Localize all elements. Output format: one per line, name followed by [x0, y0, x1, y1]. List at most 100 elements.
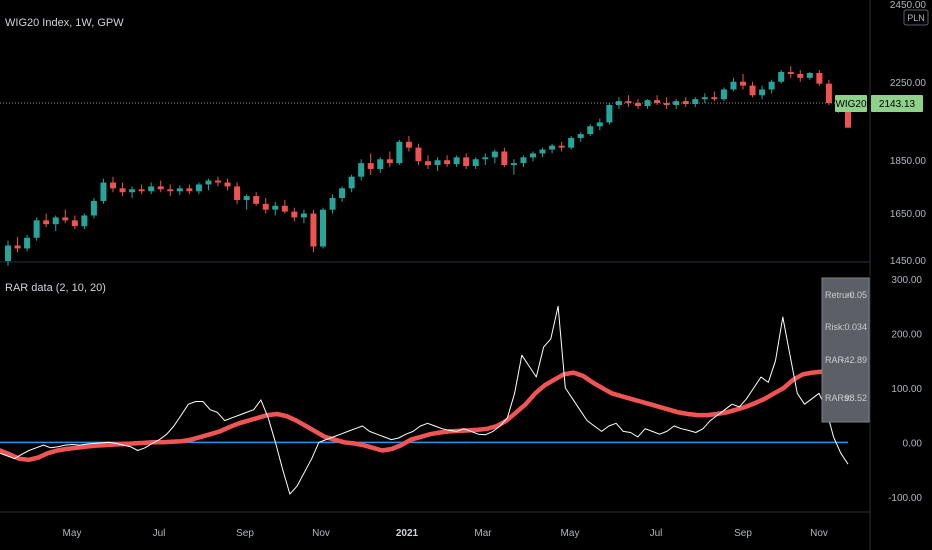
- candle-body: [434, 160, 441, 166]
- candle: [272, 201, 279, 216]
- candle-body: [272, 205, 279, 210]
- candle: [472, 157, 479, 169]
- candle: [157, 180, 164, 193]
- candle: [43, 213, 50, 228]
- candle: [463, 153, 470, 169]
- stats-table: Retrun:-0.05 Risk: 0.034 RAR:-42.89 RARs:98.…: [821, 277, 870, 423]
- candle: [167, 184, 174, 197]
- candle-body: [33, 220, 40, 238]
- candle-body: [186, 188, 193, 192]
- candle: [52, 215, 59, 231]
- candle-body: [90, 200, 97, 216]
- candle-body: [62, 217, 69, 221]
- candle-body: [596, 122, 603, 127]
- time-tick-label: 2021: [396, 528, 419, 539]
- candle: [195, 182, 202, 195]
- price-tick-label: 2450.00: [890, 0, 927, 11]
- candle: [749, 81, 756, 98]
- candle-body: [635, 103, 641, 106]
- candle: [300, 209, 307, 224]
- candle: [148, 182, 155, 195]
- candle: [787, 66, 794, 78]
- candle-body: [701, 97, 708, 100]
- last-price-value: 2143.13: [879, 99, 916, 110]
- candle-body: [654, 100, 661, 104]
- indicator-tick-label: -100.00: [888, 493, 922, 504]
- candle: [549, 143, 556, 154]
- candle-body: [530, 153, 536, 158]
- candle: [415, 143, 422, 166]
- candle: [816, 70, 823, 86]
- candle-body: [339, 188, 346, 199]
- candle: [711, 91, 718, 102]
- candle-body: [482, 157, 489, 160]
- indicator-tick-label: 200.00: [891, 329, 922, 340]
- candle: [453, 155, 460, 168]
- stats-row-value: -42.89: [841, 355, 867, 365]
- indicator-title: RAR data (2, 10, 20): [5, 282, 106, 294]
- price-tick-label: 1850.00: [890, 156, 927, 167]
- candle: [730, 77, 737, 92]
- candle: [635, 99, 641, 109]
- indicator-group: [0, 305, 849, 495]
- candle-body: [730, 81, 737, 90]
- candle: [348, 174, 355, 193]
- candle: [186, 184, 193, 195]
- rar-line: [0, 305, 849, 495]
- candle: [14, 236, 21, 253]
- time-tick-label: Mar: [474, 528, 492, 539]
- candle-body: [43, 220, 50, 225]
- stats-table-frame: [821, 277, 870, 423]
- candle-body: [549, 145, 556, 150]
- time-tick-label: Jul: [153, 528, 166, 539]
- candle: [596, 118, 603, 131]
- candle: [329, 194, 336, 214]
- candle: [339, 186, 346, 202]
- price-tick-label: 1450.00: [890, 256, 927, 267]
- main-title: WIG20 Index, 1W, GPW: [5, 17, 124, 29]
- candle: [5, 240, 11, 266]
- candle-body: [14, 245, 21, 249]
- ticker-label: WIG20: [835, 99, 867, 110]
- candle: [577, 132, 584, 142]
- candle-body: [52, 217, 59, 225]
- candle-body: [81, 215, 88, 227]
- currency-badge[interactable]: [903, 9, 929, 26]
- candle: [358, 159, 365, 181]
- candle-body: [806, 73, 813, 78]
- candle-body: [644, 100, 651, 106]
- candle: [71, 215, 78, 230]
- candle: [682, 97, 689, 107]
- candle-body: [24, 237, 31, 249]
- candle-body: [845, 110, 851, 128]
- candle: [778, 70, 785, 84]
- candle: [90, 198, 97, 219]
- price-axis: 2450.00 2250.00 1850.00 1650.00 1450.00: [890, 0, 927, 267]
- candle-body: [243, 196, 250, 200]
- candle-body: [405, 141, 412, 148]
- candle: [138, 184, 145, 195]
- candle: [253, 192, 260, 206]
- candle-body: [663, 103, 670, 105]
- time-tick-label: Nov: [312, 528, 330, 539]
- candle-body: [5, 245, 11, 262]
- candle: [291, 207, 298, 222]
- candles-group: [5, 66, 851, 266]
- candle-body: [415, 147, 422, 162]
- candle-body: [215, 180, 221, 183]
- candle: [176, 185, 183, 196]
- indicator-tick-label: 300.00: [891, 275, 922, 286]
- candle-body: [682, 101, 689, 105]
- ticker-tag: [835, 95, 867, 112]
- time-tick-label: Nov: [810, 528, 828, 539]
- candle: [825, 79, 832, 105]
- candle-body: [568, 137, 575, 148]
- candle: [281, 199, 288, 214]
- candle: [367, 153, 374, 175]
- candle: [520, 155, 527, 168]
- candle-body: [673, 101, 680, 105]
- candle: [243, 194, 250, 210]
- candle-body: [587, 126, 594, 135]
- candle: [568, 136, 575, 150]
- candle: [501, 147, 508, 168]
